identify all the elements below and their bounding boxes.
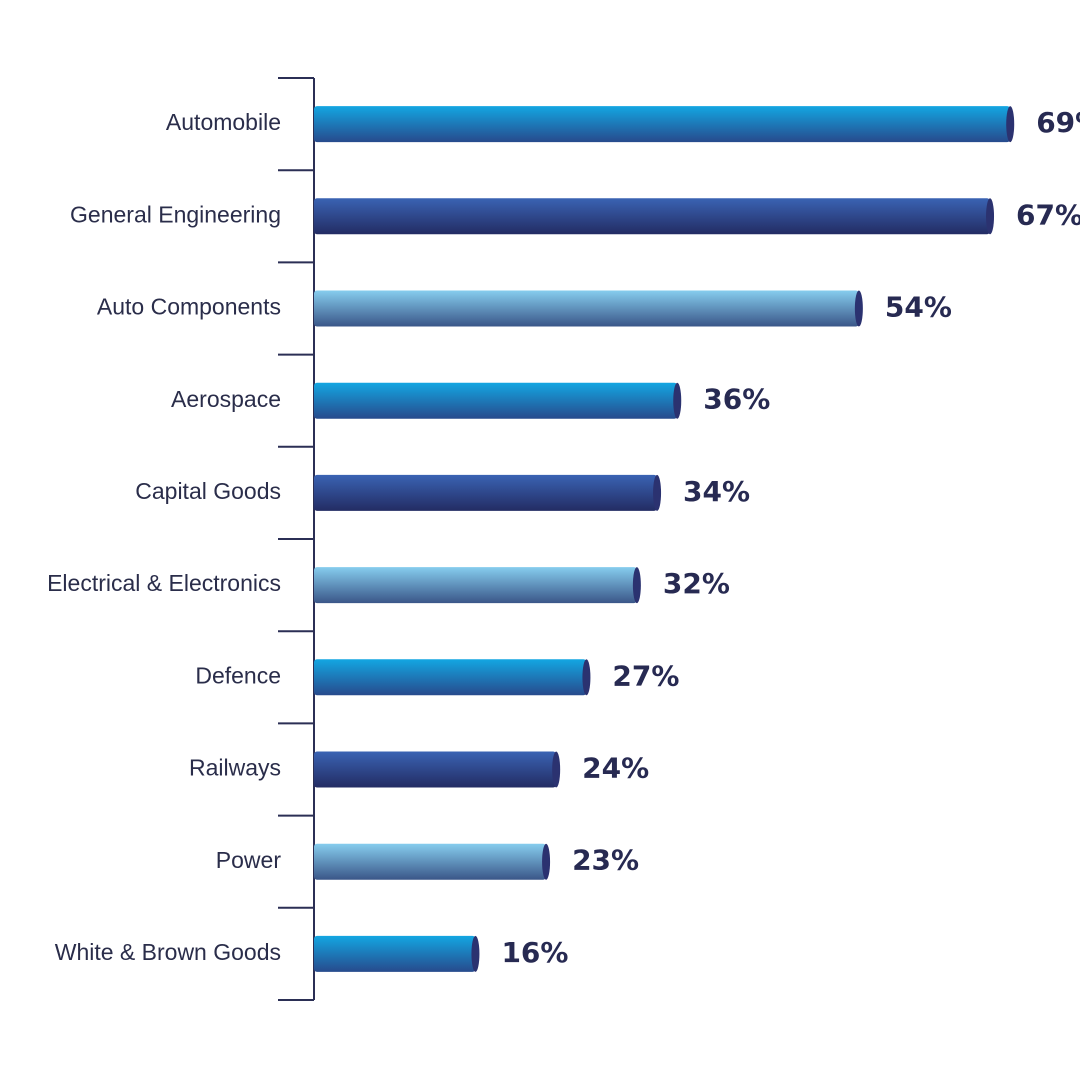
category-label-8: Power [216,847,282,873]
category-label-4: Capital Goods [135,478,281,504]
value-label-4: 34% [683,475,750,508]
bar-cap-5 [632,567,641,604]
axis-ticks [278,77,314,1001]
bar-5 [314,567,637,604]
value-label-2: 54% [885,291,952,324]
bar-cap-0 [1006,106,1015,143]
bar-cap-1 [986,198,995,235]
bar-cap-6 [582,659,591,696]
value-label-1: 67% [1016,198,1080,231]
bar-2 [314,290,859,327]
value-label-6: 27% [612,659,679,692]
category-label-9: White & Brown Goods [55,939,281,965]
bar-9 [314,935,476,972]
category-label-5: Electrical & Electronics [47,570,281,596]
category-label-0: Automobile [166,109,281,135]
bar-4 [314,474,658,511]
value-labels: 69% 67% 54% 36% 34% 32% 27% 24% 23% 16% [501,106,1080,969]
bar-cap-2 [854,290,863,327]
bar-0 [314,106,1011,143]
bar-1 [314,198,991,235]
category-labels: Automobile General Engineering Auto Compon… [47,109,281,965]
bar-6 [314,659,587,696]
bar-7 [314,751,557,788]
bar-8 [314,843,547,880]
bar-cap-8 [542,843,551,880]
value-label-8: 23% [572,844,639,877]
value-label-7: 24% [582,752,649,785]
value-label-5: 32% [663,567,730,600]
bars-group [314,106,1015,972]
bar-3 [314,382,678,419]
bar-cap-9 [471,935,480,972]
bar-cap-4 [653,474,662,511]
category-label-2: Auto Components [97,294,281,320]
value-label-0: 69% [1036,106,1080,139]
bar-cap-3 [673,382,682,419]
category-label-7: Railways [189,755,281,781]
category-label-3: Aerospace [171,386,281,412]
category-label-6: Defence [195,662,281,688]
category-label-1: General Engineering [70,201,281,227]
bar-cap-7 [552,751,561,788]
value-label-3: 36% [703,383,770,416]
value-label-9: 16% [501,936,568,969]
